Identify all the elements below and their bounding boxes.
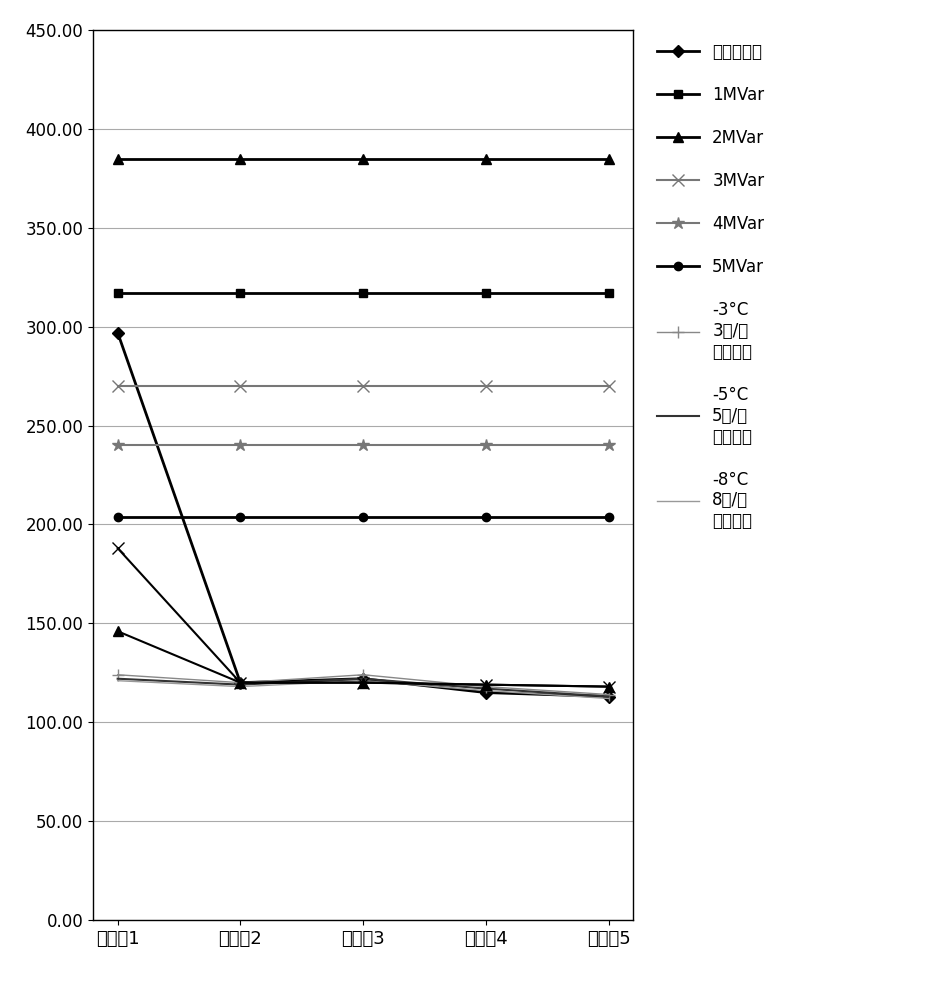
Legend: 无融冰装置, 1MVar, 2MVar, 3MVar, 4MVar, 5MVar, -3°C
3米/秒
保线电流, -5°C
5米/秒
保线电流, -8°C
8: 无融冰装置, 1MVar, 2MVar, 3MVar, 4MVar, 5MVar… — [653, 38, 769, 535]
